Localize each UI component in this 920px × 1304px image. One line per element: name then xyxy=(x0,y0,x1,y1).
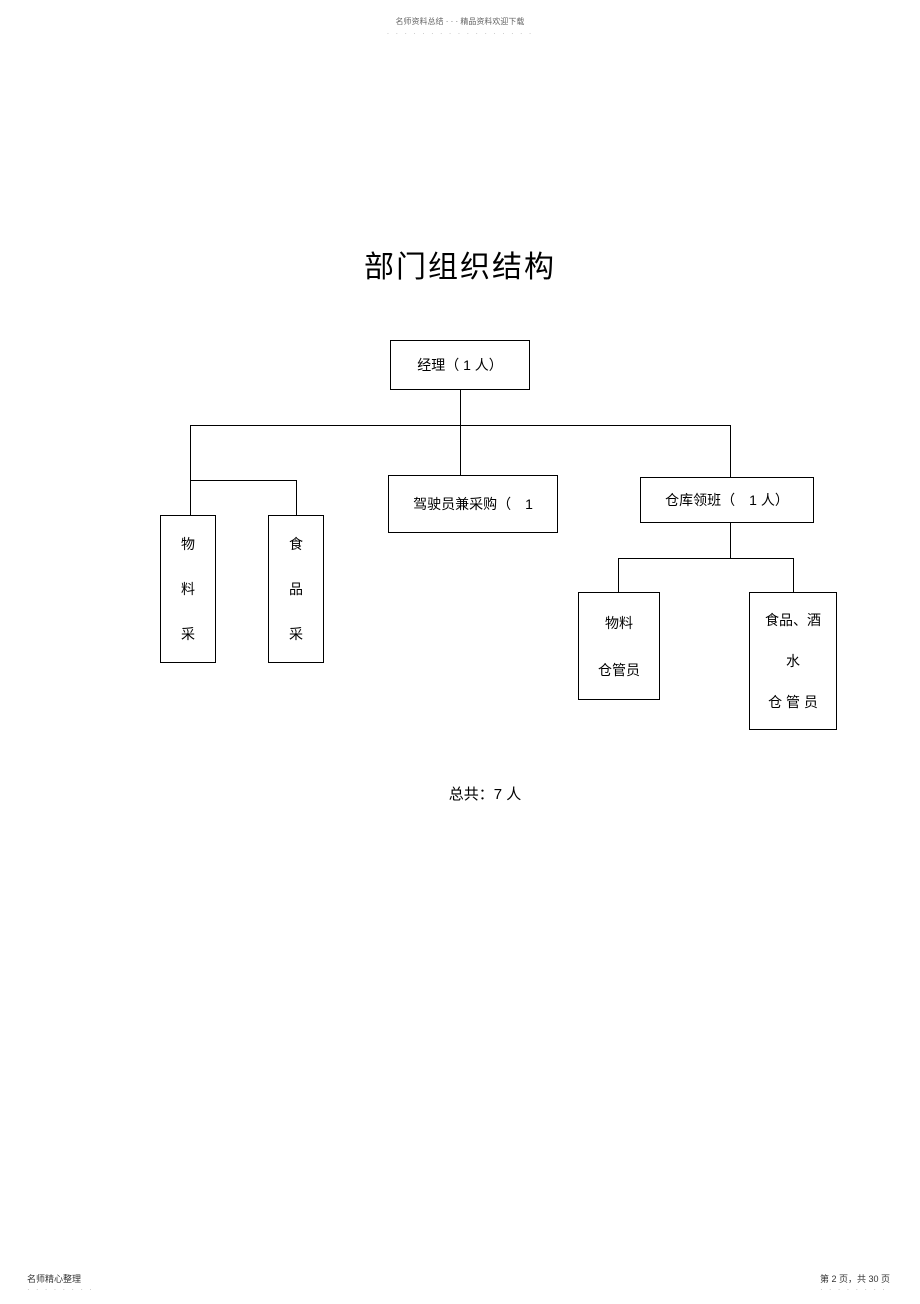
connector-line xyxy=(793,558,794,592)
node-warehouse-label: 仓库领班（ 1 人） xyxy=(665,490,789,510)
l3: 采 xyxy=(289,624,303,644)
connector-line xyxy=(190,480,296,481)
connector-line xyxy=(190,425,191,480)
header-text: 名师资料总结 · · · 精品资料欢迎下载 xyxy=(396,17,525,26)
total-count: 总共：7 人 xyxy=(385,783,585,804)
node-warehouse: 仓库领班（ 1 人） xyxy=(640,477,814,523)
l2: 水 xyxy=(786,647,800,675)
footer-left-dots: · · · · · · · · xyxy=(27,1285,94,1294)
page-header: 名师资料总结 · · · 精品资料欢迎下载 · · · · · · · · · … xyxy=(0,11,920,38)
l3: 仓 管 员 xyxy=(768,688,818,716)
footer-left: 名师精心整理 · · · · · · · · xyxy=(27,1272,94,1294)
header-dots: · · · · · · · · · · · · · · · · · xyxy=(0,29,920,38)
l1: 食品、酒 xyxy=(765,606,821,634)
node-food-buy: 食 品 采 xyxy=(268,515,324,663)
node-food-keeper: 食品、酒 水 仓 管 员 xyxy=(749,592,837,730)
page-title: 部门组织结构 xyxy=(0,242,920,286)
l1: 食 xyxy=(289,534,303,554)
footer-right-text: 第 2 页，共 30 页 xyxy=(820,1274,890,1284)
connector-line xyxy=(460,425,461,475)
node-material-buy: 物 料 采 xyxy=(160,515,216,663)
footer-right-dots: · · · · · · · · xyxy=(820,1285,890,1294)
connector-line xyxy=(618,558,794,559)
connector-line xyxy=(190,480,191,515)
connector-line xyxy=(730,425,731,477)
footer-right: 第 2 页，共 30 页 · · · · · · · · xyxy=(820,1272,890,1294)
connector-line xyxy=(730,523,731,558)
l2: 料 xyxy=(181,579,195,599)
node-driver: 驾驶员兼采购（ 1 xyxy=(388,475,558,533)
footer-left-text: 名师精心整理 xyxy=(27,1274,81,1284)
connector-line xyxy=(460,390,461,425)
node-material-keeper: 物料 仓管员 xyxy=(578,592,660,700)
l1: 物料 xyxy=(605,609,633,637)
l3: 采 xyxy=(181,624,195,644)
l2: 品 xyxy=(289,579,303,599)
node-manager: 经理（ 1 人） xyxy=(390,340,530,390)
node-manager-label: 经理（ 1 人） xyxy=(417,355,503,375)
connector-line xyxy=(618,558,619,592)
connector-line xyxy=(296,480,297,515)
l1: 物 xyxy=(181,534,195,554)
l2: 仓管员 xyxy=(598,656,640,684)
node-driver-label: 驾驶员兼采购（ 1 xyxy=(413,494,533,514)
